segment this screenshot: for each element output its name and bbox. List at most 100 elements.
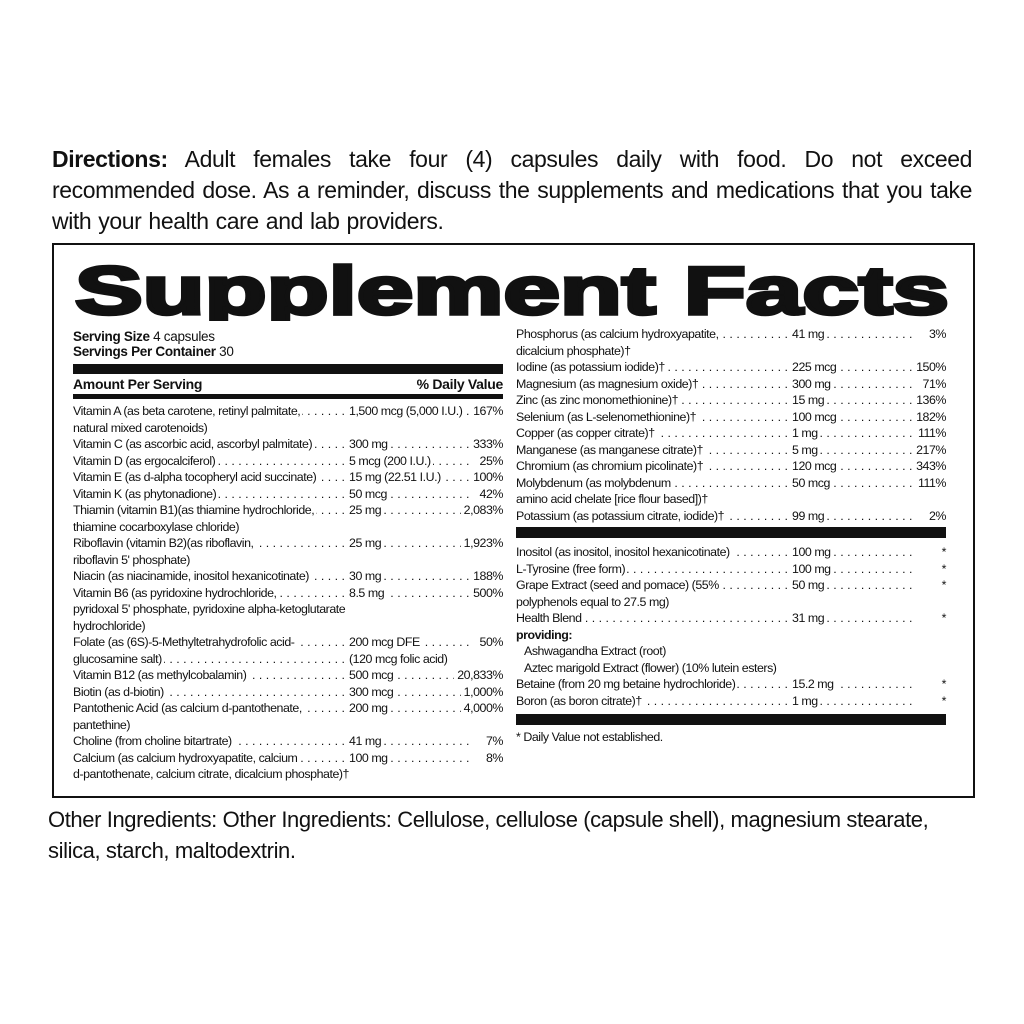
divider-bar [73, 394, 503, 399]
serving-size: Serving Size 4 capsules [73, 329, 215, 344]
daily-value: * [941, 578, 947, 592]
directions-text: Adult females take four (4) capsules dai… [52, 146, 972, 234]
divider-bar [516, 714, 946, 725]
nutrient-amount: 300 mg [349, 436, 470, 453]
nutrient-amount: 5 mcg (200 I.U.) [349, 453, 473, 470]
daily-value: 3% [928, 327, 946, 341]
nutrient-row: Copper (as copper citrate)†1 mg111% [516, 425, 946, 442]
nutrient-row: Chromium (as chromium picolinate)†120 mc… [516, 458, 946, 475]
nutrient-name: Vitamin B6 (as pyridoxine hydrochloride, [73, 585, 349, 602]
daily-value: 2,083% [463, 503, 504, 517]
nutrient-amount: 225 mcg [792, 359, 913, 376]
right-column: Phosphorus (as calcium hydroxyapatite,41… [516, 326, 946, 746]
nutrient-row: Iodine (as potassium iodide)†225 mcg150% [516, 359, 946, 376]
left-column: Serving Size 4 capsules Servings Per Con… [73, 329, 503, 783]
daily-value: * [941, 677, 947, 691]
daily-value: 20,833% [457, 668, 503, 682]
nutrient-row: Pantothenic Acid (as calcium d-pantothen… [73, 700, 503, 717]
nutrient-name: Vitamin E (as d-alpha tocopheryl acid su… [73, 469, 349, 486]
nutrient-row: Thiamin (vitamin B1)(as thiamine hydroch… [73, 502, 503, 519]
continuation-line: natural mixed carotenoids) [73, 420, 208, 435]
continuation-line: d-pantothenate, calcium citrate, dicalci… [73, 767, 349, 781]
continuation-line: Aztec marigold Extract (flower) (10% lut… [524, 660, 777, 675]
nutrient-row: Inositol (as inositol, inositol hexanico… [516, 544, 946, 561]
continuation-line: thiamine cocarboxylase chloride) [73, 519, 240, 534]
servings-per-container: Servings Per Container 30 [73, 344, 234, 359]
daily-value: 7% [485, 734, 503, 748]
continuation-line: providing: [516, 627, 573, 642]
nutrient-name: Vitamin C (as ascorbic acid, ascorbyl pa… [73, 436, 349, 453]
nutrient-row: Magnesium (as magnesium oxide)†300 mg 71% [516, 376, 946, 393]
nutrient-amount: 15 mg [792, 392, 913, 409]
nutrient-row: Health Blend31 mg * [516, 610, 946, 627]
daily-value: * [941, 611, 947, 625]
daily-value: 500% [473, 585, 503, 600]
continuation-line: amino acid chelate [rice flour based])† [516, 492, 708, 506]
nutrient-amount: 99 mg [792, 508, 916, 525]
nutrient-row: Selenium (as L-selenomethionine)†100 mcg… [516, 409, 946, 426]
nutrient-row: Phosphorus (as calcium hydroxyapatite,41… [516, 326, 946, 343]
nutrient-row: Riboflavin (vitamin B2)(as riboflavin,25… [73, 535, 503, 552]
nutrient-amount: 25 mg [349, 502, 461, 519]
nutrient-amount: 8.5 mg [349, 585, 470, 602]
nutrient-amount: 15.2 mg [792, 676, 916, 693]
nutrient-row: Choline (from choline bitartrate)41 mg 7% [73, 733, 503, 750]
nutrient-list: Phosphorus (as calcium hydroxyapatite,41… [516, 326, 946, 524]
nutrient-row: Vitamin C (as ascorbic acid, ascorbyl pa… [73, 436, 503, 453]
nutrient-name: Phosphorus (as calcium hydroxyapatite, [516, 326, 792, 343]
nutrient-row: Potassium (as potassium citrate, iodide)… [516, 508, 946, 525]
supplement-facts-panel: Supplement Facts Serving Size 4 capsules… [52, 243, 975, 798]
nutrient-name: Vitamin A (as beta carotene, retinyl pal… [73, 403, 349, 420]
nutrient-amount: 1 mg [792, 693, 916, 710]
continuation-line: Ashwagandha Extract (root) [524, 644, 666, 658]
nutrient-amount: 1 mg [792, 425, 915, 442]
nutrient-row: Molybdenum (as molybdenum50 mcg111% [516, 475, 946, 492]
daily-value: 150% [916, 360, 946, 374]
nutrient-name: Vitamin K (as phytonadione) [73, 486, 349, 503]
daily-value: 217% [916, 442, 946, 457]
footnote: * Daily Value not established. [516, 730, 663, 744]
daily-value: 4,000% [463, 701, 504, 715]
nutrient-row: Grape Extract (seed and pomace) (55%50 m… [516, 577, 946, 594]
nutrient-name: Molybdenum (as molybdenum [516, 475, 792, 492]
nutrient-name: Vitamin D (as ergocalciferol) [73, 453, 349, 470]
nutrient-amount: 100 mcg [792, 409, 913, 426]
nutrient-amount: 120 mcg [792, 458, 913, 475]
directions-label: Directions: [52, 146, 168, 172]
nutrient-row: L-Tyrosine (free form)100 mg * [516, 561, 946, 578]
nutrient-amount: 100 mg [792, 561, 916, 578]
daily-value: 25% [479, 453, 504, 468]
nutrient-amount: 50 mcg [349, 486, 473, 503]
nutrient-name: Selenium (as L-selenomethionine)† [516, 409, 792, 426]
daily-value: * [941, 545, 947, 559]
nutrient-amount: 30 mg [349, 568, 470, 585]
nutrient-row: Calcium (as calcium hydroxyapatite, calc… [73, 750, 503, 767]
daily-value: 343% [916, 459, 946, 473]
nutrient-amount: (120 mcg folic acid) [349, 651, 450, 666]
daily-value: * [941, 561, 947, 576]
nutrient-amount: 41 mg [792, 326, 916, 343]
nutrient-row: Vitamin K (as phytonadione)50 mcg 42% [73, 486, 503, 503]
nutrient-name: Betaine (from 20 mg betaine hydrochlorid… [516, 676, 792, 693]
nutrient-name: Riboflavin (vitamin B2)(as riboflavin, [73, 535, 349, 552]
daily-value: 333% [473, 437, 503, 451]
nutrient-amount: 1,500 mcg (5,000 I.U.) [349, 403, 470, 420]
nutrient-name: Thiamin (vitamin B1)(as thiamine hydroch… [73, 502, 349, 519]
nutrient-amount: 15 mg (22.51 I.U.) [349, 469, 470, 486]
nutrient-amount: 200 mg [349, 700, 461, 717]
nutrient-name: Folate (as (6S)-5-Methyltetrahydrofolic … [73, 634, 349, 651]
other-ingredients: Other Ingredients: Other Ingredients: Ce… [48, 807, 929, 863]
divider-bar [516, 527, 946, 538]
daily-value: 50% [479, 635, 504, 649]
continuation-line: pyridoxal 5' phosphate, pyridoxine alpha… [73, 602, 346, 616]
nutrient-name: Boron (as boron citrate)† [516, 693, 792, 710]
nutrient-name: glucosamine salt) [73, 651, 349, 668]
nutrient-name: Inositol (as inositol, inositol hexanico… [516, 544, 792, 561]
nutrient-amount: 5 mg [792, 442, 913, 459]
nutrient-row: Vitamin D (as ergocalciferol)5 mcg (200 … [73, 453, 503, 470]
daily-value: 1,000% [463, 684, 504, 699]
nutrient-name: Manganese (as manganese citrate)† [516, 442, 792, 459]
nutrient-list: Vitamin A (as beta carotene, retinyl pal… [73, 403, 503, 783]
nutrient-amount: 50 mg [792, 577, 916, 594]
divider-bar [73, 364, 503, 374]
